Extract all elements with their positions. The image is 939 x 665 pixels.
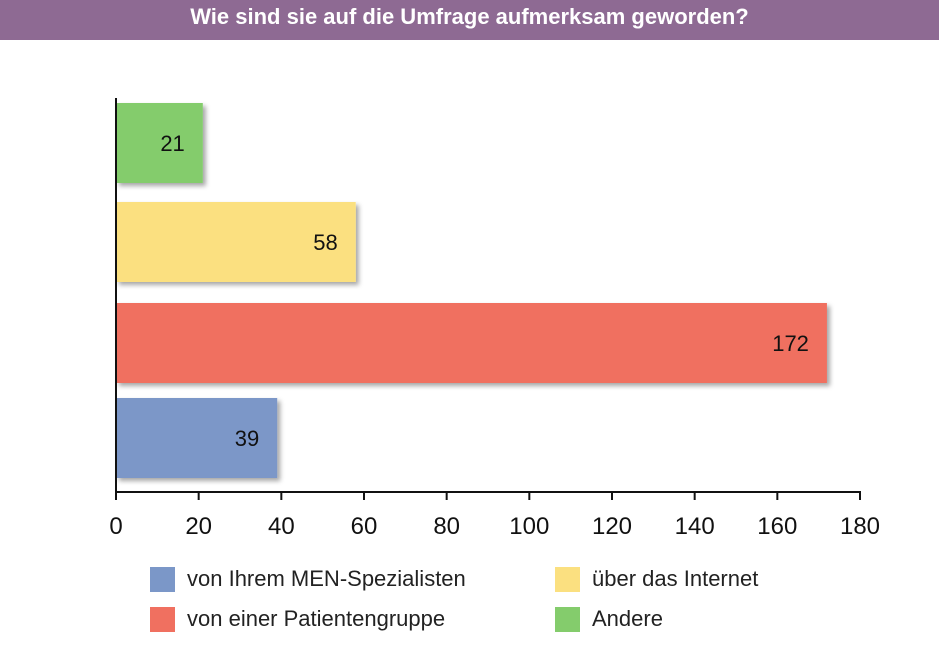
legend-swatch bbox=[555, 606, 580, 632]
x-tick-label: 40 bbox=[268, 513, 295, 540]
bar-chart: 39 172 58 21 0 20 40 60 80 100 120 140 160 180 bbox=[109, 98, 880, 540]
x-tick-label: 180 bbox=[840, 513, 880, 540]
legend-item-patientengruppe: von einer Patientengruppe bbox=[150, 606, 445, 632]
legend-label: von Ihrem MEN-Spezialisten bbox=[187, 566, 466, 591]
bar bbox=[116, 103, 203, 183]
x-tick-label: 160 bbox=[757, 513, 797, 540]
chart-title-bar: Wie sind sie auf die Umfrage aufmerksam … bbox=[0, 0, 939, 40]
legend-item-men-spezialisten: von Ihrem MEN-Spezialisten bbox=[150, 566, 466, 592]
x-tick-label: 0 bbox=[109, 513, 122, 540]
x-tick-label: 140 bbox=[675, 513, 715, 540]
bar bbox=[116, 303, 827, 383]
bar-value-label: 58 bbox=[313, 230, 337, 255]
x-tick-label: 100 bbox=[509, 513, 549, 540]
bar-value-label: 21 bbox=[160, 131, 184, 156]
chart-legend: von Ihrem MEN-Spezialisten über das Inte… bbox=[150, 558, 910, 638]
legend-swatch bbox=[150, 606, 175, 632]
x-tick-label: 120 bbox=[592, 513, 632, 540]
bar bbox=[116, 398, 278, 478]
legend-swatch bbox=[150, 566, 175, 592]
bar bbox=[116, 202, 356, 282]
legend-item-andere: Andere bbox=[555, 606, 663, 632]
chart-title: Wie sind sie auf die Umfrage aufmerksam … bbox=[190, 4, 749, 29]
legend-label: über das Internet bbox=[592, 566, 759, 591]
legend-label: von einer Patientengruppe bbox=[187, 606, 446, 631]
x-tick-label: 80 bbox=[433, 513, 460, 540]
legend-swatch bbox=[555, 566, 580, 592]
legend-item-internet: über das Internet bbox=[555, 566, 758, 592]
x-tick-label: 20 bbox=[185, 513, 212, 540]
bar-value-label: 172 bbox=[772, 331, 809, 356]
bar-value-label: 39 bbox=[235, 426, 259, 451]
legend-label: Andere bbox=[592, 606, 663, 631]
x-tick-label: 60 bbox=[351, 513, 378, 540]
